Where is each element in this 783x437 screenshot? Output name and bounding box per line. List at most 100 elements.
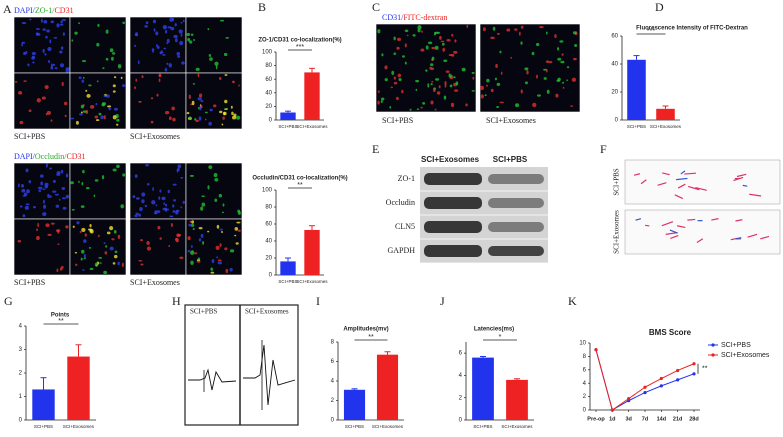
- cell: [188, 94, 191, 99]
- cell: [186, 32, 191, 37]
- cell: [19, 120, 24, 125]
- legend-label: SCI+Exosomes: [721, 352, 770, 359]
- chart-title: Occludin/CD31 co-localization(%): [252, 176, 347, 182]
- cell: [445, 70, 450, 73]
- cell: [170, 222, 173, 228]
- cell: [19, 205, 23, 208]
- cell: [102, 67, 105, 70]
- cell: [35, 28, 40, 30]
- y-tick-label: 0: [583, 408, 587, 414]
- cell: [121, 84, 126, 88]
- group-label: SCI+Exosomes: [245, 308, 289, 316]
- cell: [52, 63, 56, 67]
- bar: [304, 72, 320, 120]
- footprint: [635, 218, 642, 221]
- cell: [61, 81, 64, 87]
- cell: [393, 36, 396, 41]
- cell: [439, 35, 442, 40]
- cell: [401, 89, 404, 94]
- cell: [449, 84, 453, 88]
- y-tick-label: 0: [459, 418, 463, 424]
- cell: [164, 207, 168, 212]
- cell: [169, 17, 174, 22]
- cell: [213, 104, 217, 108]
- cell: [155, 31, 159, 36]
- footprint: [687, 218, 696, 221]
- waveform: [188, 368, 237, 391]
- y-tick-label: 40: [611, 62, 618, 68]
- cell: [47, 193, 50, 198]
- micrograph: [13, 72, 71, 130]
- footprint-image: [624, 209, 781, 255]
- cell: [461, 67, 466, 72]
- cell: [197, 73, 200, 78]
- cell: [83, 253, 86, 258]
- cell: [145, 164, 150, 167]
- cell: [156, 45, 160, 49]
- cell: [120, 204, 125, 209]
- cell: [146, 241, 150, 245]
- footprint: [733, 176, 744, 182]
- cell: [231, 111, 234, 116]
- cell: [177, 55, 181, 58]
- micrograph: [13, 218, 71, 276]
- cell: [482, 27, 486, 32]
- point: [692, 362, 696, 366]
- chart-title: Points: [51, 313, 70, 319]
- cell: [197, 97, 202, 101]
- cell: [49, 167, 52, 170]
- point: [676, 378, 680, 382]
- cell: [43, 19, 48, 24]
- cell: [21, 21, 27, 25]
- cell: [219, 19, 225, 22]
- cell: [56, 229, 61, 233]
- cell: [546, 89, 550, 94]
- cell: [101, 175, 105, 180]
- cell: [50, 63, 53, 68]
- stain-part: DAPI/: [14, 6, 36, 15]
- cell: [108, 107, 112, 111]
- footprint: [676, 177, 688, 181]
- x-tick-label: SCI+Exosomes: [63, 424, 95, 429]
- cell: [75, 263, 78, 266]
- cell: [46, 29, 50, 33]
- cell: [28, 109, 32, 113]
- y-tick-label: 6: [331, 359, 335, 365]
- cell: [238, 84, 240, 87]
- cell: [81, 59, 87, 63]
- cell: [113, 254, 118, 259]
- cell: [211, 259, 215, 264]
- cell: [446, 38, 451, 42]
- cell: [510, 56, 513, 59]
- y-tick-label: 0: [19, 418, 23, 424]
- cell: [103, 242, 106, 245]
- y-tick-label: 0: [331, 418, 335, 424]
- cell: [159, 189, 162, 193]
- cell: [214, 198, 218, 203]
- cell: [520, 89, 523, 94]
- footprint: [676, 225, 686, 229]
- cell: [172, 210, 176, 213]
- cell: [448, 74, 453, 78]
- cell: [225, 268, 229, 274]
- x-tick-label: 14d: [657, 416, 666, 422]
- cell: [506, 28, 511, 32]
- cell: [159, 237, 163, 240]
- cell: [234, 226, 239, 231]
- cell: [25, 168, 29, 173]
- cell: [217, 259, 222, 262]
- cell: [83, 239, 87, 243]
- point: [643, 385, 647, 389]
- chart-title: ZO-1/CD31 co-localization(%): [258, 38, 341, 44]
- cell: [155, 204, 158, 207]
- cell: [82, 76, 85, 79]
- footprint: [670, 235, 679, 239]
- footprint: [680, 170, 686, 175]
- cell: [167, 208, 170, 211]
- cell: [176, 233, 181, 238]
- blot-group: SCI+Exosomes: [421, 155, 480, 164]
- cell: [58, 198, 61, 201]
- cell: [539, 26, 544, 29]
- cell: [201, 195, 205, 198]
